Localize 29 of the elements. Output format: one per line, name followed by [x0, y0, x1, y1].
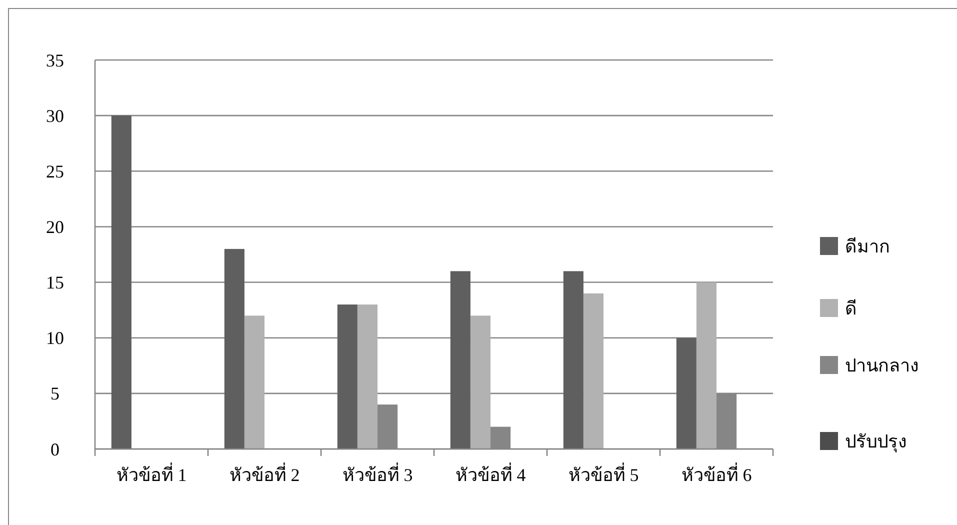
legend-label: ดีมาก [845, 236, 890, 256]
bar [470, 316, 490, 449]
bar [224, 248, 244, 449]
legend-label: ปรับปรุง [845, 431, 907, 452]
x-tick-label: หัวข้อที่ 5 [568, 462, 639, 485]
y-tick-label: 25 [46, 161, 64, 182]
y-tick-label: 5 [50, 384, 60, 404]
bar [450, 271, 470, 449]
bar [357, 304, 378, 449]
bar [696, 282, 716, 449]
y-tick-label: 20 [46, 217, 64, 238]
legend-label: ปานกลาง [845, 355, 919, 376]
bar [111, 116, 132, 449]
bar [583, 293, 604, 449]
bar [244, 316, 264, 449]
x-tick-label: หัวข้อที่ 1 [116, 462, 187, 485]
x-tick-label: หัวข้อที่ 3 [342, 462, 413, 485]
y-tick-label: 0 [50, 439, 60, 460]
x-tick-label: หัวข้อที่ 4 [455, 462, 526, 485]
y-tick-label: 10 [46, 328, 64, 348]
x-tick-label: หัวข้อที่ 2 [229, 462, 300, 485]
y-tick-label: 35 [46, 50, 64, 70]
x-tick-label: หัวข้อที่ 6 [681, 462, 752, 485]
bar [337, 304, 358, 449]
legend-label: ดี [845, 298, 857, 318]
bar [563, 271, 584, 449]
bar [676, 338, 696, 449]
y-tick-label: 30 [46, 106, 64, 126]
y-tick-label: 15 [46, 272, 64, 293]
